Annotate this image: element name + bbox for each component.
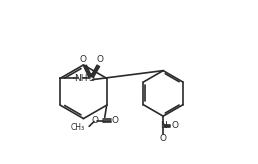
Text: NH: NH xyxy=(74,74,87,83)
Text: O: O xyxy=(96,55,103,64)
Text: O: O xyxy=(111,116,118,125)
Text: CH₃: CH₃ xyxy=(71,123,85,133)
Text: S: S xyxy=(88,73,94,83)
Text: O: O xyxy=(92,116,99,125)
Text: N: N xyxy=(160,121,166,130)
Text: O: O xyxy=(171,121,178,130)
Text: O: O xyxy=(160,134,167,143)
Text: O: O xyxy=(80,55,87,64)
